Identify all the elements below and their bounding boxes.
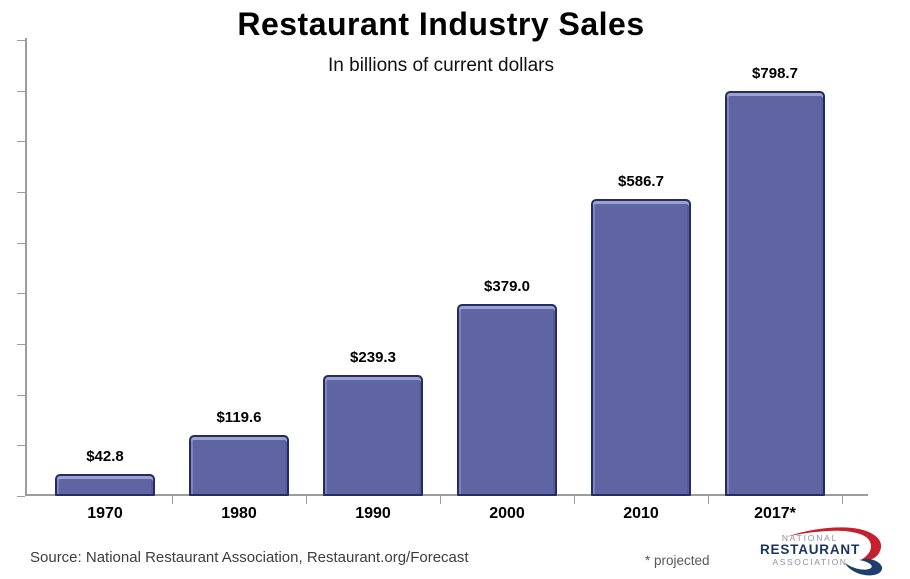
projected-note: * projected	[645, 553, 710, 568]
bar-1990	[323, 375, 423, 496]
y-tick	[17, 293, 25, 294]
x-tick	[172, 496, 173, 504]
x-axis-label: 2010	[623, 505, 659, 522]
chart-subtitle: In billions of current dollars	[328, 55, 554, 76]
bar-value-label: $798.7	[752, 65, 798, 82]
y-tick	[17, 192, 25, 193]
x-axis-label: 1980	[221, 505, 257, 522]
bar-value-label: $379.0	[484, 278, 530, 295]
x-axis-label: 2017*	[754, 505, 796, 522]
x-axis-line	[25, 494, 868, 496]
logo-text-association: ASSOCIATION	[772, 557, 847, 567]
logo-blue-swoosh-icon	[845, 558, 883, 576]
x-tick	[708, 496, 709, 504]
y-tick	[17, 91, 25, 92]
bar-1970	[55, 474, 155, 496]
chart-title: Restaurant Industry Sales	[237, 6, 645, 42]
nra-logo: NATIONAL RESTAURANT ASSOCIATION	[760, 527, 883, 576]
bar-1980	[189, 435, 289, 496]
y-tick	[17, 344, 25, 345]
y-tick	[17, 496, 25, 497]
source-text: Source: National Restaurant Association,…	[30, 549, 469, 566]
logo-red-swoosh-icon	[786, 527, 882, 561]
bar-value-label: $239.3	[350, 349, 396, 366]
logo-text-national: NATIONAL	[782, 533, 838, 543]
logo-text-restaurant: RESTAURANT	[760, 542, 860, 557]
y-axis-line	[25, 38, 27, 496]
x-axis-label: 1990	[355, 505, 391, 522]
y-tick	[17, 40, 25, 41]
x-tick	[306, 496, 307, 504]
y-tick	[17, 243, 25, 244]
bar-value-label: $119.6	[216, 409, 262, 426]
y-tick	[17, 395, 25, 396]
bar-value-label: $42.8	[86, 448, 124, 465]
x-tick	[574, 496, 575, 504]
y-tick	[17, 141, 25, 142]
bar-value-label: $586.7	[618, 173, 664, 190]
y-tick	[17, 445, 25, 446]
x-tick	[842, 496, 843, 504]
bar-2000	[457, 304, 557, 496]
bar-2017	[725, 91, 825, 496]
x-axis-label: 2000	[489, 505, 525, 522]
x-axis-label: 1970	[87, 505, 123, 522]
x-tick	[440, 496, 441, 504]
bar-2010	[591, 199, 691, 496]
